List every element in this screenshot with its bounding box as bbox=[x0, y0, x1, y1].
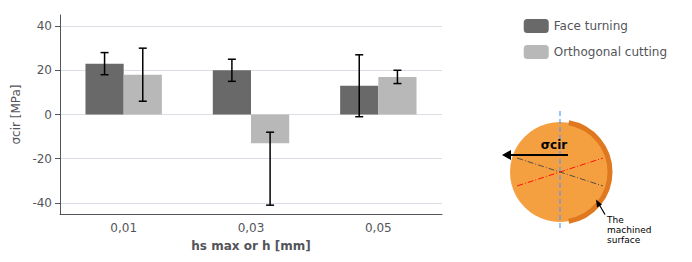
svg-text:40: 40 bbox=[37, 19, 52, 33]
svg-text:0,05: 0,05 bbox=[365, 221, 392, 235]
svg-text:machined: machined bbox=[607, 225, 651, 235]
svg-text:20: 20 bbox=[37, 63, 52, 77]
svg-text:hs max or h [mm]: hs max or h [mm] bbox=[191, 239, 310, 253]
svg-text:The: The bbox=[606, 215, 624, 225]
svg-text:0: 0 bbox=[44, 108, 52, 122]
svg-text:-40: -40 bbox=[32, 196, 52, 210]
svg-text:σcir [MPa]: σcir [MPa] bbox=[9, 84, 23, 144]
svg-text:Orthogonal cutting: Orthogonal cutting bbox=[554, 45, 667, 59]
svg-text:σcir: σcir bbox=[541, 138, 568, 152]
svg-text:Face turning: Face turning bbox=[554, 19, 628, 33]
svg-text:surface: surface bbox=[607, 235, 641, 245]
svg-text:0,01: 0,01 bbox=[110, 221, 137, 235]
svg-text:0,03: 0,03 bbox=[238, 221, 265, 235]
svg-text:-20: -20 bbox=[32, 152, 52, 166]
